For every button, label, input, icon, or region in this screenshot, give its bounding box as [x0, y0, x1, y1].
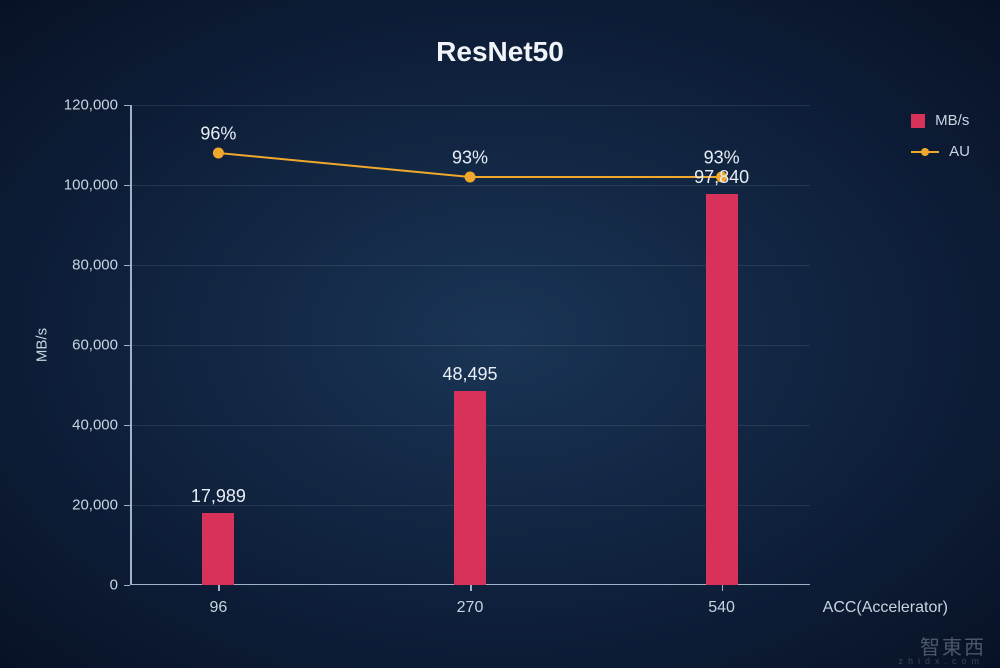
- ytick-label: 100,000: [38, 177, 118, 194]
- bar-value-label: 97,840: [694, 167, 749, 188]
- bar-value-label: 48,495: [442, 364, 497, 385]
- watermark: 智東西 zhidx.com: [920, 631, 986, 660]
- line-value-label: 93%: [704, 148, 740, 169]
- legend-label: AU: [949, 143, 970, 160]
- chart-title: ResNet50: [0, 36, 1000, 68]
- ytick-label: 80,000: [38, 257, 118, 274]
- line-value-label: 96%: [200, 124, 236, 145]
- gridline: [130, 105, 810, 106]
- bar: [454, 391, 486, 585]
- legend-swatch-bar: [911, 114, 925, 128]
- ytick-label: 60,000: [38, 337, 118, 354]
- legend-label: MB/s: [935, 112, 969, 129]
- ytick-mark: [124, 505, 130, 507]
- ytick-label: 0: [38, 577, 118, 594]
- x-axis-title: ACC(Accelerator): [823, 599, 948, 617]
- ytick-label: 20,000: [38, 497, 118, 514]
- xtick-mark: [218, 585, 220, 591]
- legend-item: MB/s: [911, 112, 970, 129]
- legend-item: AU: [911, 143, 970, 160]
- xtick-label: 96: [209, 599, 227, 617]
- ytick-mark: [124, 185, 130, 187]
- ytick-mark: [124, 265, 130, 267]
- ytick-mark: [124, 345, 130, 347]
- bar: [706, 194, 738, 585]
- ytick-mark: [124, 105, 130, 107]
- ytick-mark: [124, 425, 130, 427]
- legend-swatch-line: [911, 145, 939, 159]
- watermark-sub: zhidx.com: [898, 656, 984, 666]
- plot-area: MB/s ACC(Accelerator) 020,00040,00060,00…: [130, 105, 810, 585]
- line-marker: [213, 148, 224, 159]
- bar: [202, 513, 234, 585]
- xtick-label: 540: [708, 599, 735, 617]
- legend: MB/s AU: [911, 112, 970, 174]
- line-marker: [465, 172, 476, 183]
- line-value-label: 93%: [452, 148, 488, 169]
- ytick-label: 40,000: [38, 417, 118, 434]
- bar-value-label: 17,989: [191, 486, 246, 507]
- ytick-mark: [124, 585, 130, 587]
- xtick-mark: [470, 585, 472, 591]
- xtick-mark: [722, 585, 724, 591]
- ytick-label: 120,000: [38, 97, 118, 114]
- xtick-label: 270: [457, 599, 484, 617]
